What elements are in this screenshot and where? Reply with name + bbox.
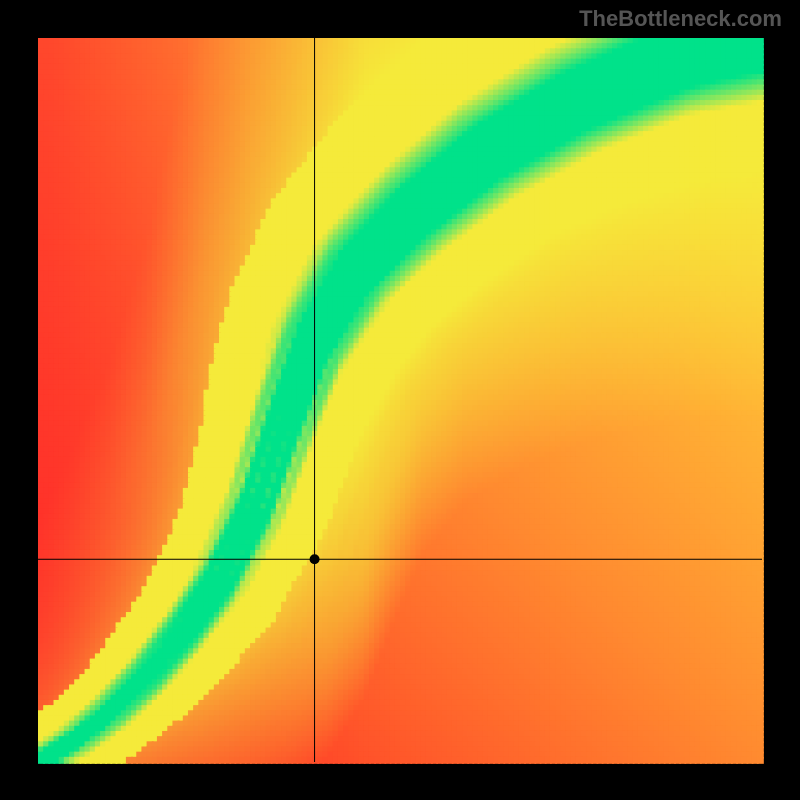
watermark-text: TheBottleneck.com [579,6,782,32]
chart-container: TheBottleneck.com [0,0,800,800]
bottleneck-heatmap-canvas [0,0,800,800]
